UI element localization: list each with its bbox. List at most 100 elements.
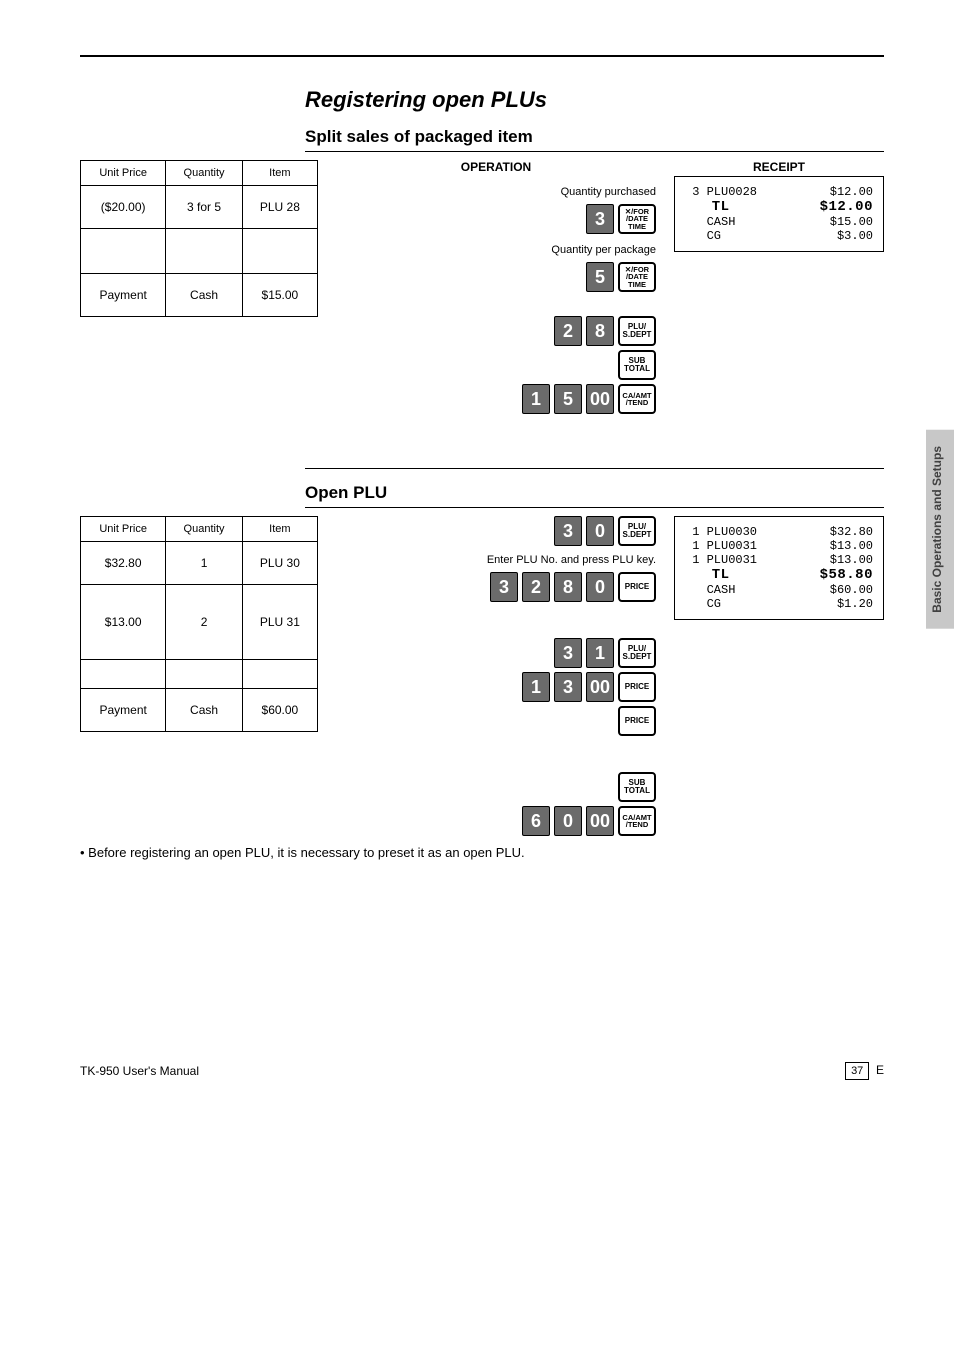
side-tab: Basic Operations and Setups xyxy=(926,430,954,629)
col-quantity: Quantity xyxy=(166,517,242,542)
op-block-2: Quantity per package 5 ✕/FOR /DATE TIME xyxy=(551,244,656,292)
receipt-line: CG $1.20 xyxy=(685,597,873,611)
key-6[interactable]: 6 xyxy=(522,806,550,836)
key-0[interactable]: 0 xyxy=(586,572,614,602)
note-paragraph: • Before registering an open PLU, it is … xyxy=(80,844,884,862)
table-row: $32.80 1 PLU 30 xyxy=(81,542,318,585)
key-subtotal[interactable]: SUB TOTAL xyxy=(618,350,656,380)
cell xyxy=(166,660,242,689)
table-row xyxy=(81,660,318,689)
col-item: Item xyxy=(242,161,317,186)
op-block: 3 0 PLU/ S.DEPT Enter PLU No. and press … xyxy=(487,516,656,602)
section-heading: Open PLU xyxy=(305,483,884,508)
key-8[interactable]: 8 xyxy=(586,316,614,346)
key-plu[interactable]: PLU/ S.DEPT xyxy=(618,638,656,668)
receipt-box: 3 PLU0028$12.00 TL$12.00 CASH$15.00 CG$3… xyxy=(674,176,884,252)
op-block: SUB TOTAL 6 0 00 CA/AMT /TEND xyxy=(522,772,656,836)
cell xyxy=(242,660,317,689)
key-2[interactable]: 2 xyxy=(522,572,550,602)
cell: 3 for 5 xyxy=(166,186,242,229)
rl: 3 PLU0028 xyxy=(685,185,757,199)
key-xfor-date-time[interactable]: ✕/FOR /DATE TIME xyxy=(618,262,656,292)
key-3[interactable]: 3 xyxy=(586,204,614,234)
key-1[interactable]: 1 xyxy=(522,384,550,414)
cell: 2 xyxy=(166,585,242,660)
operation-col: OPERATION Quantity purchased 3 ✕/FOR /DA… xyxy=(336,160,656,414)
key-3[interactable]: 3 xyxy=(554,672,582,702)
cell-amount: $60.00 xyxy=(242,689,317,732)
key-3[interactable]: 3 xyxy=(554,638,582,668)
key-ca-amt-tend[interactable]: CA/AMT /TEND xyxy=(618,806,656,836)
key-ca-amt-tend[interactable]: CA/AMT /TEND xyxy=(618,384,656,414)
key-xfor-date-time[interactable]: ✕/FOR /DATE TIME xyxy=(618,204,656,234)
payment-row: Payment Cash $60.00 xyxy=(81,689,318,732)
page: Basic Operations and Setups Registering … xyxy=(0,0,954,1110)
keyrow: SUB TOTAL xyxy=(618,350,656,380)
key-00[interactable]: 00 xyxy=(586,672,614,702)
key-plu[interactable]: PLU/ S.DEPT xyxy=(618,316,656,346)
keyrow: 6 0 00 CA/AMT /TEND xyxy=(522,806,656,836)
keyrow: 2 8 PLU/ S.DEPT xyxy=(554,316,656,346)
rr: $13.00 xyxy=(830,553,873,567)
keyrow: SUB TOTAL xyxy=(618,772,656,802)
col-quantity: Quantity xyxy=(166,161,242,186)
rr: $1.20 xyxy=(837,597,873,611)
key-5[interactable]: 5 xyxy=(554,384,582,414)
payment-row: Payment Cash $15.00 xyxy=(81,274,318,317)
key-8[interactable]: 8 xyxy=(554,572,582,602)
key-2[interactable]: 2 xyxy=(554,316,582,346)
section-split-sales: Split sales of packaged item xyxy=(305,127,884,152)
key-3[interactable]: 3 xyxy=(554,516,582,546)
key-price[interactable]: PRICE xyxy=(618,706,656,736)
title-block: Registering open PLUs xyxy=(305,87,884,113)
rr: $32.80 xyxy=(830,525,873,539)
receipt-box: 1 PLU0030$32.80 1 PLU0031$13.00 1 PLU003… xyxy=(674,516,884,620)
rl: CG xyxy=(685,597,721,611)
section-open-plu: Open PLU xyxy=(305,483,884,508)
table-row: $13.00 2 PLU 31 xyxy=(81,585,318,660)
page-number: 37 xyxy=(845,1062,869,1080)
item-table-col: Unit Price Quantity Item ($20.00) 3 for … xyxy=(80,160,318,317)
key-0[interactable]: 0 xyxy=(586,516,614,546)
section1-body: Unit Price Quantity Item ($20.00) 3 for … xyxy=(80,160,884,414)
receipt-line: CG $3.00 xyxy=(685,229,873,243)
receipt-line: CASH$15.00 xyxy=(685,215,873,229)
key-5[interactable]: 5 xyxy=(586,262,614,292)
key-00[interactable]: 00 xyxy=(586,806,614,836)
key-00[interactable]: 00 xyxy=(586,384,614,414)
item-table: Unit Price Quantity Item ($20.00) 3 for … xyxy=(80,160,318,317)
cell xyxy=(81,229,166,274)
key-3[interactable]: 3 xyxy=(490,572,518,602)
cell-payment: Payment xyxy=(81,689,166,732)
op-note: Quantity per package xyxy=(551,244,656,256)
key-0[interactable]: 0 xyxy=(554,806,582,836)
rl: TL xyxy=(685,567,730,583)
receipt-label: RECEIPT xyxy=(674,160,884,174)
col-unit-price: Unit Price xyxy=(81,161,166,186)
table-header-row: Unit Price Quantity Item xyxy=(81,517,318,542)
key-1[interactable]: 1 xyxy=(522,672,550,702)
cell: PLU 31 xyxy=(242,585,317,660)
cell-cash: Cash xyxy=(166,274,242,317)
key-price[interactable]: PRICE xyxy=(618,672,656,702)
rr: $3.00 xyxy=(837,229,873,243)
rr: $60.00 xyxy=(830,583,873,597)
cell xyxy=(166,229,242,274)
receipt-line: 1 PLU0030$32.80 xyxy=(685,525,873,539)
rl: 1 PLU0031 xyxy=(685,553,757,567)
rl: TL xyxy=(685,199,730,215)
keyrow: 3 1 PLU/ S.DEPT xyxy=(554,638,656,668)
keyrow: PRICE xyxy=(618,706,656,736)
key-price[interactable]: PRICE xyxy=(618,572,656,602)
rl: CASH xyxy=(685,583,735,597)
keyrow: 3 0 PLU/ S.DEPT xyxy=(554,516,656,546)
table-row xyxy=(81,229,318,274)
section2-body: Unit Price Quantity Item $32.80 1 PLU 30… xyxy=(80,516,884,836)
key-plu[interactable]: PLU/ S.DEPT xyxy=(618,516,656,546)
key-1[interactable]: 1 xyxy=(586,638,614,668)
rl: CG xyxy=(685,229,721,243)
key-subtotal[interactable]: SUB TOTAL xyxy=(618,772,656,802)
keyrow: 3 2 8 0 PRICE xyxy=(490,572,656,602)
footer-manual: TK-950 User's Manual xyxy=(80,1064,199,1078)
cell-amount: $15.00 xyxy=(242,274,317,317)
